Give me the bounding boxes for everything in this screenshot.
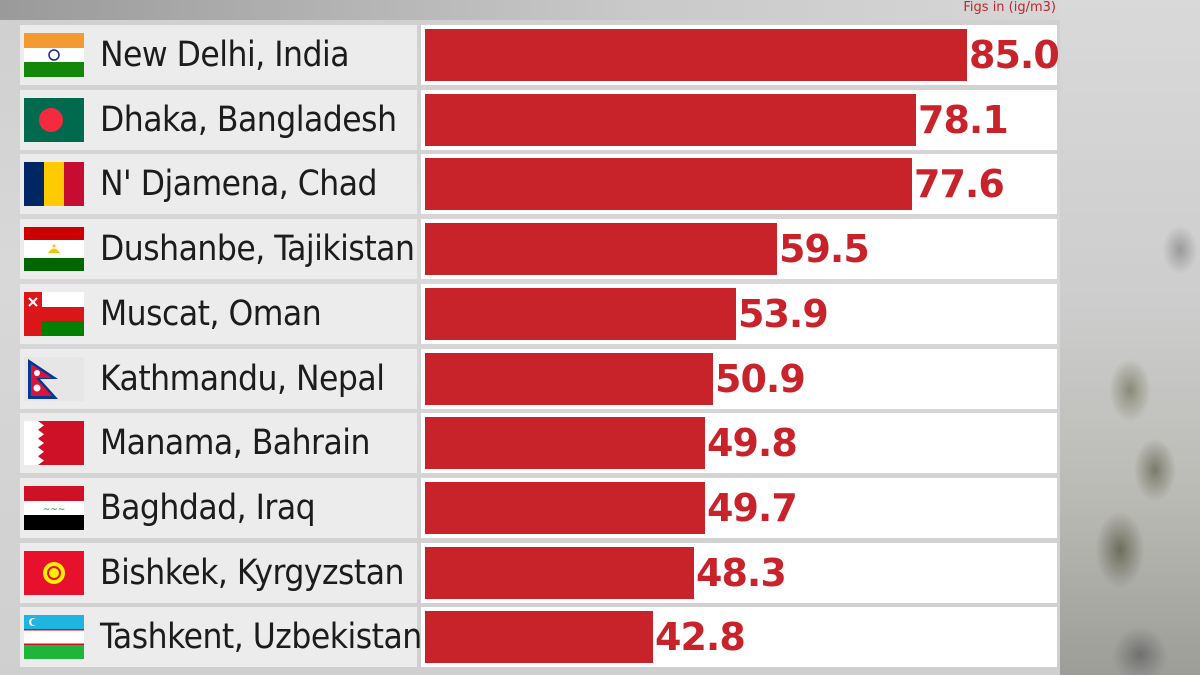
table-row: Kathmandu, Nepal 50.9 (20, 349, 1057, 409)
city-label: N' Djamena, Chad (100, 164, 378, 204)
bar (425, 353, 713, 405)
city-label: Muscat, Oman (100, 294, 322, 334)
row-label-cell: Manama, Bahrain (20, 413, 417, 473)
bahrain-flag (24, 421, 84, 465)
row-label-cell: Dhaka, Bangladesh (20, 90, 417, 150)
bar-track: 48.3 (421, 543, 1057, 603)
oman-flag (24, 292, 84, 336)
table-row: Dhaka, Bangladesh 78.1 (20, 90, 1057, 150)
bar (425, 417, 705, 469)
table-row: Tashkent, Uzbekistan 42.8 (20, 607, 1057, 667)
table-row: Dushanbe, Tajikistan 59.5 (20, 219, 1057, 279)
city-label: Kathmandu, Nepal (100, 359, 385, 399)
bar (425, 223, 777, 275)
bar-track: 77.6 (421, 154, 1057, 214)
city-label: New Delhi, India (100, 35, 350, 75)
table-row: N' Djamena, Chad 77.6 (20, 154, 1057, 214)
nepal-flag (24, 357, 84, 401)
value-label: 59.5 (779, 227, 870, 271)
bar-track: 59.5 (421, 219, 1057, 279)
city-label: Tashkent, Uzbekistan (100, 617, 422, 657)
bar (425, 29, 967, 81)
bar (425, 288, 736, 340)
value-label: 42.8 (655, 615, 746, 659)
kyrgyzstan-flag (24, 551, 84, 595)
value-label: 49.7 (707, 486, 798, 530)
bar (425, 158, 912, 210)
value-label: 85.0 (969, 33, 1060, 77)
table-row: Muscat, Oman 53.9 (20, 284, 1057, 344)
value-label: 50.9 (715, 357, 806, 401)
row-label-cell: ~~~ Baghdad, Iraq (20, 478, 417, 538)
row-label-cell: Tashkent, Uzbekistan (20, 607, 422, 667)
header-strip (0, 0, 1060, 20)
tajikistan-flag (24, 227, 84, 271)
row-label-cell: New Delhi, India (20, 25, 417, 85)
table-row: New Delhi, India 85.0 (20, 25, 1060, 85)
bar (425, 611, 653, 663)
row-label-cell: Bishkek, Kyrgyzstan (20, 543, 417, 603)
bar-track: 49.8 (421, 413, 1057, 473)
bar-track: 85.0 (421, 25, 1060, 85)
value-label: 78.1 (918, 98, 1009, 142)
table-row: ~~~ Baghdad, Iraq 49.7 (20, 478, 1057, 538)
uzbekistan-flag (24, 615, 84, 659)
city-label: Dhaka, Bangladesh (100, 100, 397, 140)
value-label: 77.6 (914, 162, 1005, 206)
city-label: Bishkek, Kyrgyzstan (100, 553, 405, 593)
bar-track: 49.7 (421, 478, 1057, 538)
table-row: Manama, Bahrain 49.8 (20, 413, 1057, 473)
bar-track: 53.9 (421, 284, 1057, 344)
bar-track: 50.9 (421, 349, 1057, 409)
row-label-cell: Muscat, Oman (20, 284, 417, 344)
units-note: Figs in (ig/m3) (963, 0, 1056, 15)
row-label-cell: Dushanbe, Tajikistan (20, 219, 417, 279)
bar (425, 547, 694, 599)
india-flag (24, 33, 84, 77)
bar (425, 482, 705, 534)
table-row: Bishkek, Kyrgyzstan 48.3 (20, 543, 1057, 603)
bar (425, 94, 916, 146)
bar-track: 78.1 (421, 90, 1057, 150)
row-label-cell: Kathmandu, Nepal (20, 349, 417, 409)
iraq-flag: ~~~ (24, 486, 84, 530)
city-label: Dushanbe, Tajikistan (100, 229, 415, 269)
value-label: 49.8 (707, 421, 798, 465)
bangladesh-flag (24, 98, 84, 142)
chad-flag (24, 162, 84, 206)
city-label: Manama, Bahrain (100, 423, 371, 463)
value-label: 48.3 (696, 551, 787, 595)
value-label: 53.9 (738, 292, 829, 336)
row-label-cell: N' Djamena, Chad (20, 154, 417, 214)
city-label: Baghdad, Iraq (100, 488, 316, 528)
svg-text:~~~: ~~~ (43, 505, 66, 515)
bar-track: 42.8 (421, 607, 1057, 667)
background-photo (1060, 0, 1200, 675)
